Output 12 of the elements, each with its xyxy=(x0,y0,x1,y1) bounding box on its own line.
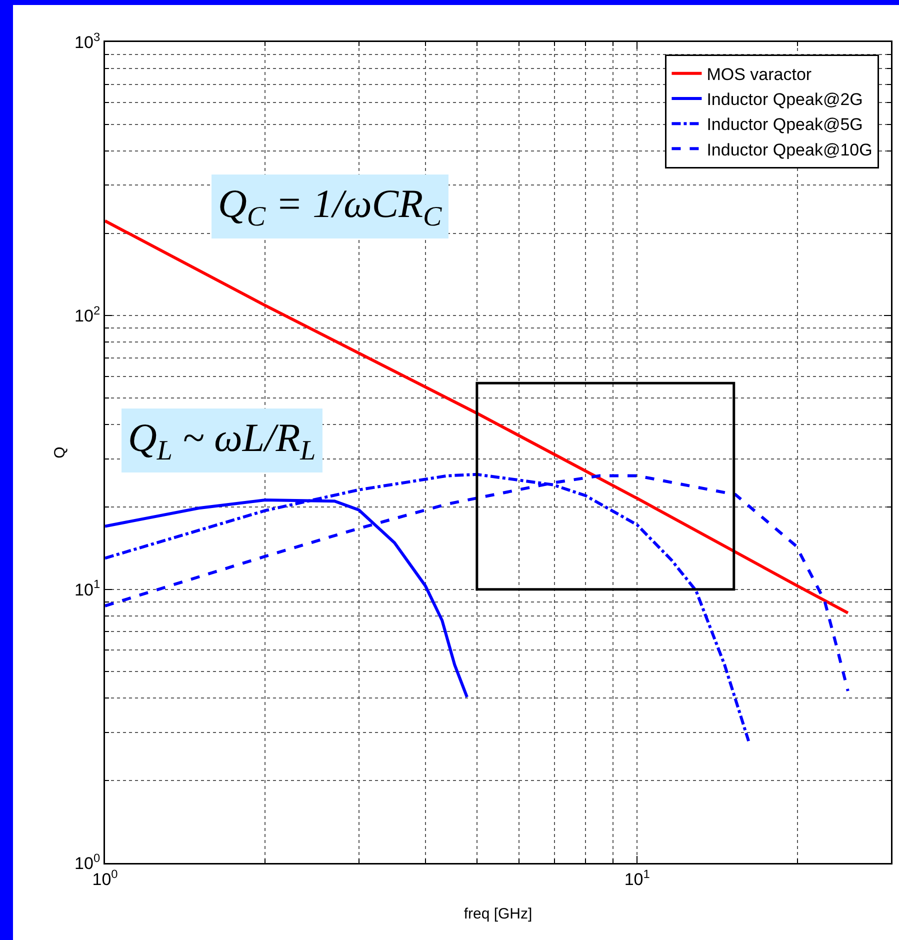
y-tick-label: 10$^{1}$ xyxy=(74,577,100,600)
legend-label: Inductor Qpeak@10G xyxy=(706,140,872,160)
y-tick-label: 10$^{2}$ xyxy=(74,303,100,326)
y-axis-title: Q xyxy=(52,446,68,458)
legend-label: Inductor Qpeak@2G xyxy=(706,90,863,110)
y-tick-label: 10$^{3}$ xyxy=(74,30,100,52)
x-axis-title: freq [GHz] xyxy=(464,906,532,922)
annotation: Q$_{L}$ ~ ωL/R$_{L}$ xyxy=(128,415,316,466)
y-tick-label: 10$^{0}$ xyxy=(74,850,100,873)
annotation: Q$_{C}$ = 1/ωCR$_{C}$ xyxy=(218,181,442,232)
legend-label: MOS varactor xyxy=(706,64,812,84)
legend-label: Inductor Qpeak@5G xyxy=(706,115,863,134)
